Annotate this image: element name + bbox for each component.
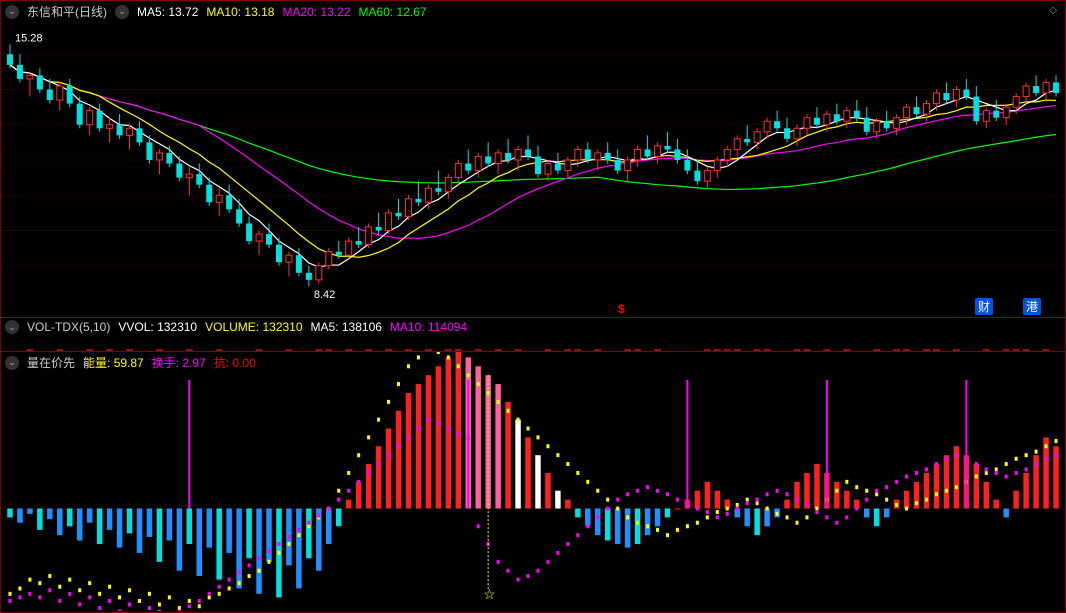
vol-ma10-label: MA10: 114094	[390, 320, 467, 334]
vol-collapse-icon[interactable]: ⌄	[5, 320, 19, 334]
badge-gang[interactable]: 港	[1023, 298, 1041, 315]
ma60-label: MA60: 12.67	[359, 5, 427, 19]
ma10-label: MA10: 13.18	[206, 5, 274, 19]
ma20-label: MA20: 13.22	[282, 5, 350, 19]
settings-icon[interactable]: ⌄	[115, 5, 129, 19]
candlestick-chart[interactable]: 15.28 8.42 $	[1, 1, 1065, 317]
volume-label: VOLUME: 132310	[205, 320, 302, 334]
energy-label: 能量: 59.87	[83, 354, 144, 371]
svg-text:8.42: 8.42	[314, 289, 335, 301]
ind-title: 量在价先	[27, 354, 75, 371]
volume-panel[interactable]: ⌄ VOL-TDX(5,10) VVOL: 132310 VOLUME: 132…	[0, 318, 1066, 352]
main-legend: ⌄ 东信和平(日线) ⌄ MA5: 13.72 MA10: 13.18 MA20…	[5, 3, 427, 20]
turn-label: 换手: 2.97	[152, 354, 206, 371]
kang-label: 抗: 0.00	[214, 354, 256, 371]
vvol-label: VVOL: 132310	[118, 320, 197, 334]
vol-title: VOL-TDX(5,10)	[27, 320, 110, 334]
indicator-panel[interactable]: ⌄ 量在价先 能量: 59.87 换手: 2.97 抗: 0.00 ☆	[0, 352, 1066, 613]
svg-text:15.28: 15.28	[15, 32, 43, 44]
svg-text:$: $	[618, 302, 625, 316]
stock-title: 东信和平(日线)	[27, 3, 107, 20]
ind-collapse-icon[interactable]: ⌄	[5, 356, 19, 370]
collapse-icon[interactable]: ⌄	[5, 5, 19, 19]
ma5-label: MA5: 13.72	[137, 5, 198, 19]
main-chart-panel[interactable]: ⌄ 东信和平(日线) ⌄ MA5: 13.72 MA10: 13.18 MA20…	[0, 0, 1066, 318]
svg-text:☆: ☆	[483, 586, 496, 602]
vol-legend: ⌄ VOL-TDX(5,10) VVOL: 132310 VOLUME: 132…	[5, 320, 467, 334]
ind-legend: ⌄ 量在价先 能量: 59.87 换手: 2.97 抗: 0.00	[5, 354, 256, 371]
indicator-chart[interactable]: ☆	[1, 352, 1065, 611]
badge-cai[interactable]: 财	[975, 298, 993, 315]
vol-ma5-label: MA5: 138106	[311, 320, 382, 334]
